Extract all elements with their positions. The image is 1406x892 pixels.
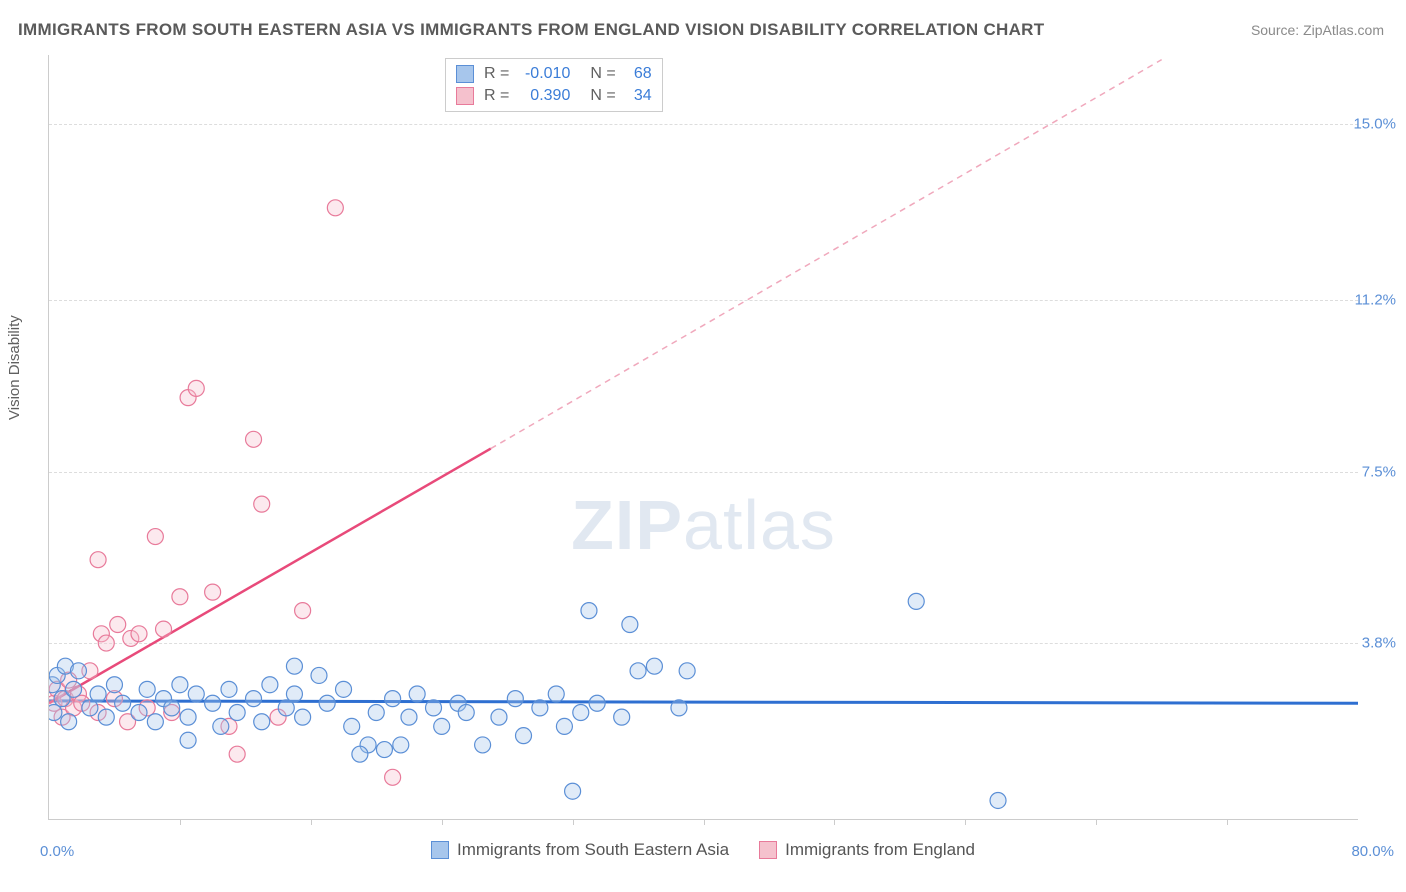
r-value-pink: 0.390 [515,85,570,107]
n-label: N = [590,85,615,107]
y-axis-label: Vision Disability [6,315,23,420]
plot-area: ZIPatlas [48,55,1358,820]
legend-label-pink: Immigrants from England [785,840,975,860]
scatter-plot-svg [49,55,1358,819]
swatch-pink [456,87,474,105]
y-tick-label: 15.0% [1353,116,1396,133]
legend-row-pink: R = 0.390 N = 34 [456,85,652,107]
n-value-blue: 68 [622,63,652,85]
y-tick-label: 7.5% [1362,463,1396,480]
correlation-legend: R = -0.010 N = 68 R = 0.390 N = 34 [445,58,663,112]
legend-item-blue: Immigrants from South Eastern Asia [431,840,729,860]
legend-row-blue: R = -0.010 N = 68 [456,63,652,85]
y-tick-label: 11.2% [1355,292,1396,309]
n-value-pink: 34 [622,85,652,107]
legend-label-blue: Immigrants from South Eastern Asia [457,840,729,860]
n-label: N = [590,63,615,85]
r-value-blue: -0.010 [515,63,570,85]
r-label: R = [484,85,509,107]
series-legend: Immigrants from South Eastern Asia Immig… [0,840,1406,860]
chart-title: IMMIGRANTS FROM SOUTH EASTERN ASIA VS IM… [18,20,1044,40]
source-label: Source: ZipAtlas.com [1251,22,1384,38]
y-tick-label: 3.8% [1362,635,1396,652]
legend-item-pink: Immigrants from England [759,840,975,860]
r-label: R = [484,63,509,85]
swatch-blue [456,65,474,83]
swatch-pink [759,841,777,859]
swatch-blue [431,841,449,859]
